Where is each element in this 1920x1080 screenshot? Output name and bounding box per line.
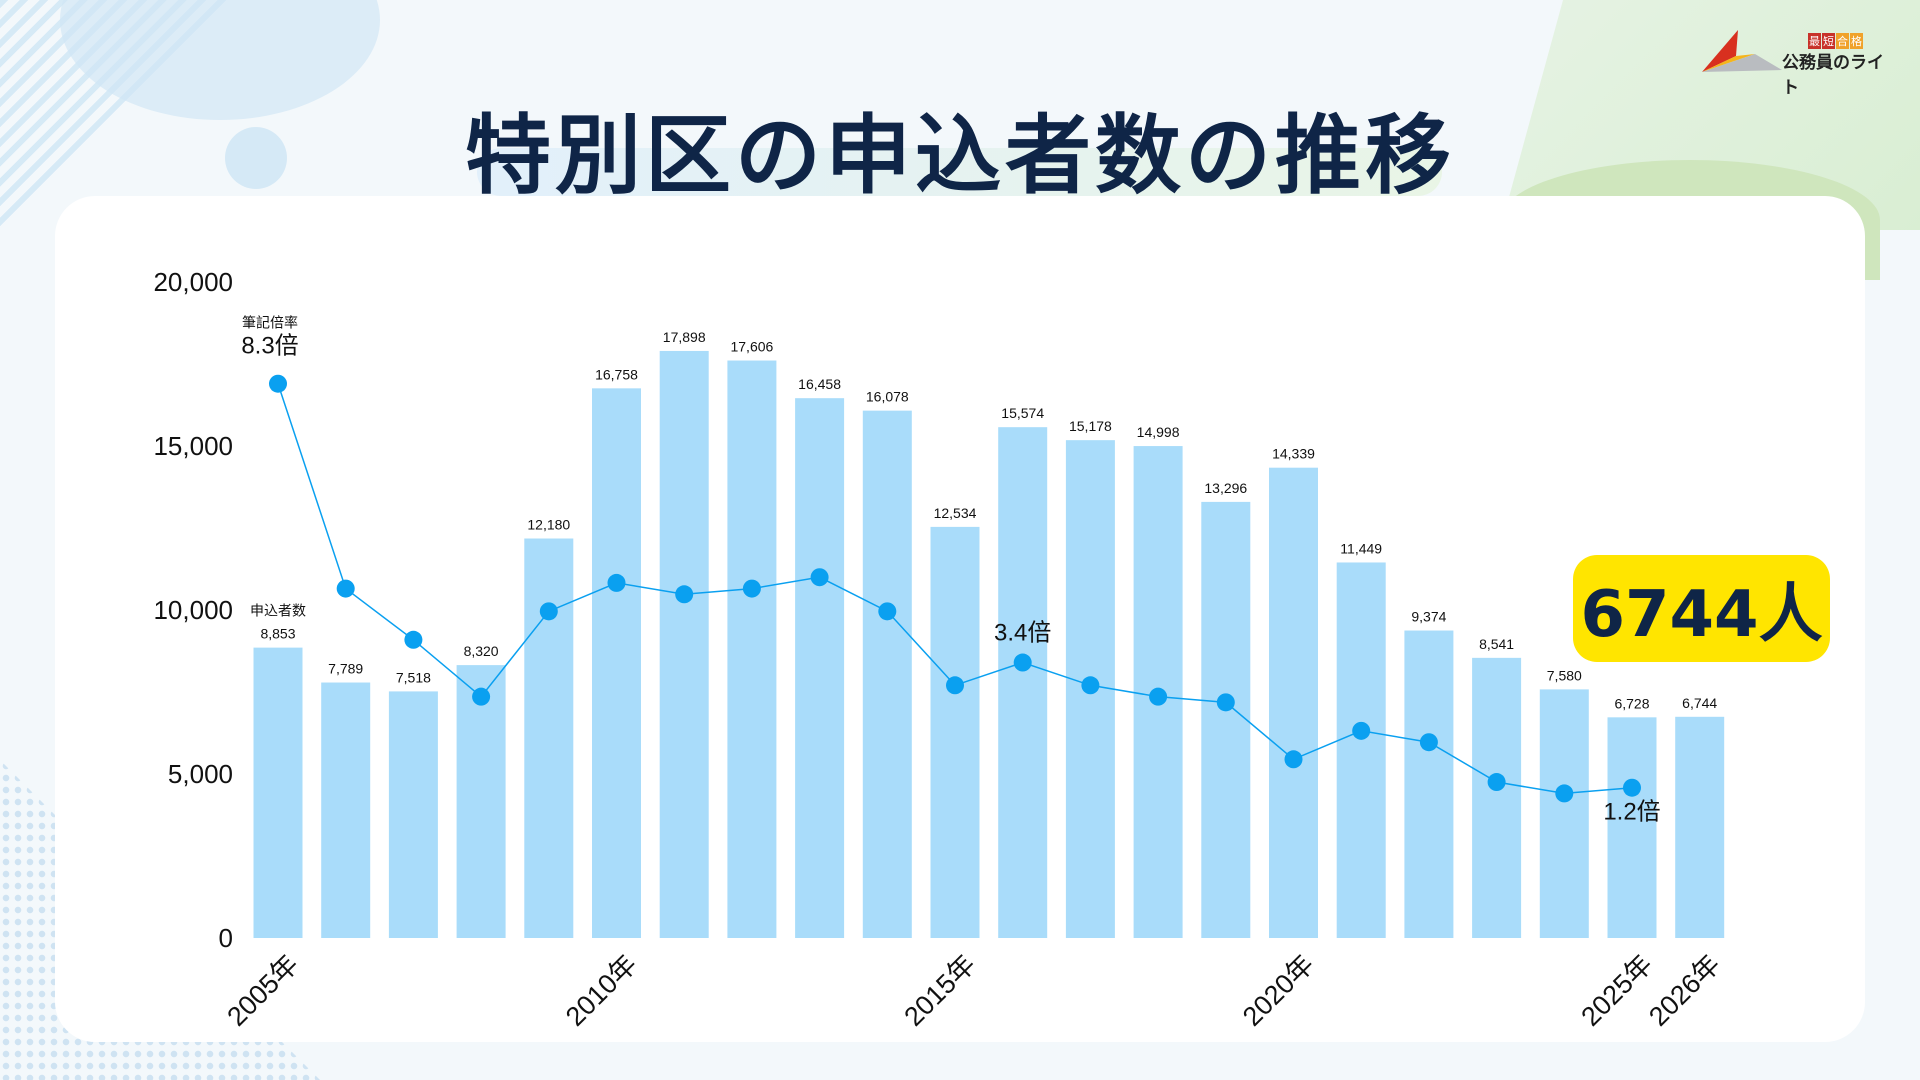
- line-series-label: 筆記倍率: [242, 315, 298, 331]
- ratio-point: [1555, 784, 1574, 803]
- bar-value-label: 17,606: [730, 339, 773, 355]
- ratio-point: [1419, 733, 1438, 752]
- logo-tag: 短: [1822, 33, 1835, 49]
- ratio-annotation: 8.3倍: [241, 333, 298, 360]
- ratio-point: [1284, 750, 1303, 769]
- logo-tagline: 最短合格: [1808, 33, 1864, 49]
- ratio-annotation: 1.2倍: [1603, 799, 1660, 826]
- bar: [1675, 716, 1725, 938]
- ratio-point: [878, 602, 897, 621]
- x-tick-label: 2005年: [221, 949, 304, 1032]
- ratio-point: [946, 676, 964, 695]
- ratio-point: [404, 630, 423, 649]
- bar-series-label: 申込者数: [250, 603, 306, 619]
- x-tick-label: 2015年: [898, 949, 981, 1032]
- ratio-annotation: 3.4倍: [994, 620, 1051, 647]
- bar: [253, 647, 303, 938]
- bar: [1201, 501, 1251, 938]
- bar: [998, 427, 1048, 938]
- ratio-point: [472, 687, 491, 706]
- bar-value-label: 16,458: [798, 376, 841, 392]
- bar-value-label: 16,758: [595, 366, 638, 382]
- bar-value-label: 12,180: [527, 516, 570, 532]
- ratio-point: [1081, 676, 1100, 695]
- ratio-point: [810, 568, 829, 587]
- logo-tag: 合: [1836, 33, 1849, 49]
- bar-value-label: 15,574: [1001, 405, 1044, 421]
- y-tick-label: 20,000: [153, 267, 233, 297]
- bar: [592, 388, 641, 938]
- bar: [727, 360, 777, 938]
- bar: [1539, 689, 1589, 938]
- bar-value-label: 8,320: [464, 643, 499, 659]
- bar: [930, 526, 980, 938]
- bar: [388, 691, 438, 938]
- bar: [524, 538, 574, 938]
- logo-tag: 格: [1850, 33, 1863, 49]
- bar-value-label: 14,339: [1272, 446, 1315, 462]
- bar: [1404, 630, 1454, 938]
- ratio-point: [1149, 687, 1168, 706]
- bar-value-label: 6,744: [1682, 695, 1717, 711]
- bar: [1607, 717, 1657, 938]
- bar-value-label: 8,853: [260, 626, 295, 642]
- x-tick-label: 2025年: [1575, 949, 1658, 1032]
- bar: [321, 682, 371, 938]
- bar: [862, 410, 912, 938]
- bar: [456, 665, 506, 938]
- bar-value-label: 13,296: [1204, 480, 1247, 496]
- y-tick-label: 15,000: [153, 431, 233, 461]
- ratio-point: [269, 374, 287, 393]
- ratio-point: [742, 579, 761, 598]
- bar-value-label: 12,534: [934, 505, 977, 521]
- bar: [1269, 467, 1318, 938]
- logo: 最短合格 公務員のライト: [1700, 24, 1900, 98]
- bar-value-label: 6,728: [1614, 695, 1649, 711]
- ratio-point: [1352, 721, 1371, 740]
- logo-name: 公務員のライト: [1782, 53, 1884, 98]
- bar: [1472, 657, 1522, 938]
- bar-value-label: 7,789: [328, 661, 363, 677]
- bar-value-label: 7,518: [396, 669, 431, 685]
- decor-circle: [225, 127, 287, 189]
- x-tick-label: 2026年: [1643, 949, 1726, 1032]
- y-tick-label: 0: [219, 923, 233, 953]
- logo-sail-icon: [1702, 30, 1782, 72]
- ratio-point: [1623, 778, 1641, 797]
- ratio-point: [539, 602, 558, 621]
- bar: [659, 350, 709, 939]
- bar: [795, 398, 845, 938]
- ratio-point: [607, 573, 626, 592]
- bar: [1336, 562, 1386, 938]
- bar-value-label: 7,580: [1547, 667, 1582, 683]
- bar-value-label: 11,449: [1340, 540, 1382, 556]
- bar-value-label: 8,541: [1479, 636, 1514, 652]
- bar-value-label: 14,998: [1137, 424, 1180, 440]
- y-tick-label: 5,000: [168, 759, 233, 789]
- y-tick-label: 10,000: [153, 595, 233, 625]
- bar-value-label: 9,374: [1411, 609, 1446, 625]
- ratio-point: [1487, 773, 1506, 792]
- ratio-point: [675, 585, 694, 604]
- applicant-count-badge: 6744人: [1573, 555, 1830, 662]
- bar-value-label: 17,898: [663, 329, 706, 345]
- logo-tag: 最: [1808, 33, 1821, 49]
- title-highlight: [477, 148, 1442, 196]
- ratio-point: [336, 579, 355, 598]
- ratio-point: [1013, 653, 1032, 672]
- bar-value-label: 16,078: [866, 389, 909, 405]
- ratio-point: [1216, 693, 1235, 712]
- x-tick-label: 2020年: [1237, 949, 1320, 1032]
- x-tick-label: 2010年: [560, 949, 643, 1032]
- page-title: 特別区の申込者数の推移: [465, 106, 1455, 206]
- bar-value-label: 15,178: [1069, 418, 1112, 434]
